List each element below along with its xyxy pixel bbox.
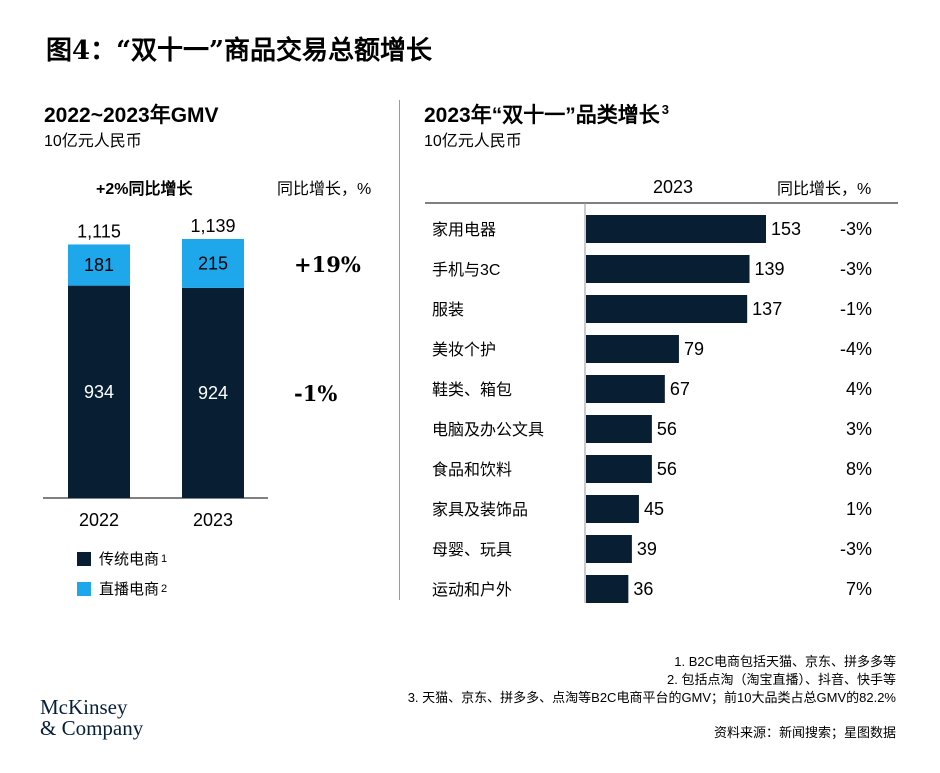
bar-value-label: 924 [198, 383, 228, 403]
right-chart-title: 2023年“双十一”品类增长 3 [424, 99, 669, 129]
bar-total-label: 1,115 [77, 221, 121, 241]
category-growth-label: -3% [840, 539, 872, 559]
category-label: 手机与3C [432, 261, 500, 279]
category-bar [586, 495, 639, 523]
right-yoy-header: 同比增长，% [777, 181, 872, 198]
category-value-label: 153 [771, 219, 801, 239]
category-label: 食品和饮料 [432, 461, 512, 479]
section-divider [399, 100, 400, 600]
category-bar [586, 415, 652, 443]
legend-swatch-traditional [77, 551, 91, 566]
bar-segment-traditional-2022 [68, 285, 130, 498]
mckinsey-logo: McKinsey & Company [40, 697, 143, 739]
left-chart-subtitle: 10亿元人民币 [44, 133, 142, 150]
category-value-label: 67 [670, 379, 690, 399]
growth-live-value: +19% [294, 252, 361, 277]
category-value-label: 39 [637, 539, 657, 559]
category-label: 家具及装饰品 [432, 501, 528, 519]
category-bar [586, 335, 679, 363]
category-bar [586, 535, 632, 563]
category-label: 鞋类、箱包 [432, 381, 512, 399]
legend-sup-live: 2 [161, 582, 168, 595]
source-note: 资料来源：新闻搜索；星图数据 [713, 725, 896, 740]
category-value-label: 79 [684, 339, 704, 359]
x-tick-label: 2022 [79, 510, 119, 530]
legend-sup-traditional: 1 [161, 552, 168, 565]
legend-swatch-live [77, 581, 91, 596]
left-chart-title: 2022~2023年GMV [44, 104, 219, 127]
category-growth-label: 8% [846, 459, 872, 479]
growth-traditional-value: -1% [294, 381, 338, 406]
category-hbar-chart: 家用电器 153 -3% 手机与3C 139 -3% 服装 137 -1% 美妆个护 79 -4% 鞋类… [425, 202, 898, 603]
right-year-header: 2023 [653, 177, 694, 197]
legend-item-traditional: 传统电商 1 [77, 548, 167, 569]
category-growth-label: 1% [846, 499, 872, 519]
category-growth-label: -1% [840, 299, 872, 319]
category-bar [586, 455, 652, 483]
category-value-label: 56 [657, 419, 677, 439]
gmv-stacked-bar-chart: 934 181 1,115 2022 924 215 1,139 2023 [43, 216, 268, 530]
category-value-label: 45 [644, 499, 664, 519]
category-value-label: 36 [633, 579, 653, 599]
page-title: 图4：“双十一”商品交易总额增长 [46, 36, 433, 66]
category-growth-label: -3% [840, 259, 872, 279]
category-label: 美妆个护 [432, 341, 496, 359]
legend-label-traditional: 传统电商 [99, 551, 160, 568]
category-value-label: 137 [752, 299, 782, 319]
right-chart-title-sup: 3 [661, 102, 669, 117]
bar-value-label: 181 [84, 255, 114, 275]
category-growth-label: -3% [840, 219, 872, 239]
category-growth-label: 3% [846, 419, 872, 439]
category-bar [586, 375, 665, 403]
legend-label-live: 直播电商 [99, 581, 160, 598]
category-bar [586, 215, 766, 243]
category-bar [586, 255, 750, 283]
left-yoy-header: 同比增长，% [277, 181, 372, 198]
bar-total-label: 1,139 [190, 216, 235, 236]
bar-value-label: 934 [84, 382, 114, 402]
bar-segment-live-2022 [68, 244, 130, 286]
category-label: 母婴、玩具 [432, 542, 512, 559]
bar-segment-live-2023 [182, 239, 244, 288]
category-label: 家用电器 [432, 221, 496, 239]
right-chart-subtitle: 10亿元人民币 [424, 133, 522, 150]
category-label: 服装 [432, 301, 464, 319]
footnote-3: 3. 天猫、京东、拼多多、点淘等B2C电商平台的GMV；前10大品类占总GMV的… [407, 690, 896, 705]
category-value-label: 139 [755, 259, 785, 279]
category-label: 运动和户外 [432, 581, 512, 599]
legend: 传统电商 1 直播电商 2 [77, 548, 167, 599]
right-chart-title-text: 2023年“双十一”品类增长 [424, 104, 660, 127]
bar-segment-traditional-2023 [182, 287, 244, 498]
logo-line-1: McKinsey [40, 695, 128, 719]
x-tick-label: 2023 [193, 510, 233, 530]
left-growth-header: +2%同比增长 [96, 181, 193, 198]
logo-line-2: & Company [40, 716, 144, 740]
category-value-label: 56 [657, 459, 677, 479]
footnote-1: 1. B2C电商包括天猫、京东、拼多多等 [674, 654, 896, 669]
category-label: 电脑及办公文具 [432, 421, 544, 439]
category-growth-label: -4% [840, 339, 872, 359]
category-growth-label: 7% [846, 579, 872, 599]
category-bar [586, 575, 629, 603]
bar-value-label: 215 [198, 253, 228, 273]
category-bar [586, 295, 748, 323]
legend-item-live: 直播电商 2 [77, 578, 167, 599]
category-growth-label: 4% [846, 379, 872, 399]
footnote-2: 2. 包括点淘（淘宝直播）、抖音、快手等 [667, 672, 896, 687]
